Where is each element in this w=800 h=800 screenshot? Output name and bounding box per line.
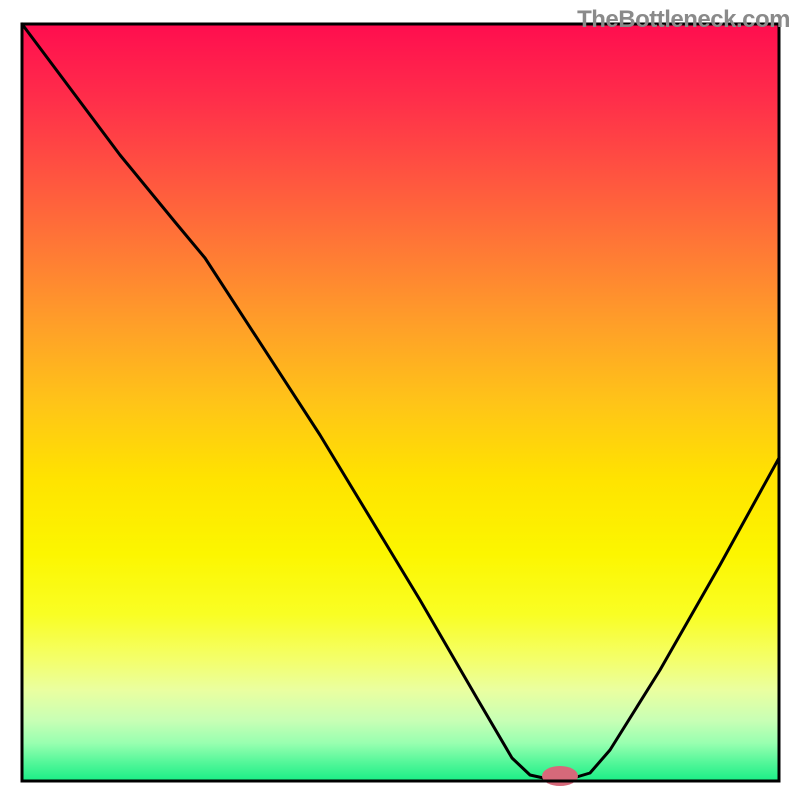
chart-container: TheBottleneck.com <box>0 0 800 800</box>
bottleneck-chart <box>0 0 800 800</box>
gradient-background <box>22 24 779 781</box>
optimal-marker <box>542 766 578 786</box>
watermark-text: TheBottleneck.com <box>577 6 790 34</box>
